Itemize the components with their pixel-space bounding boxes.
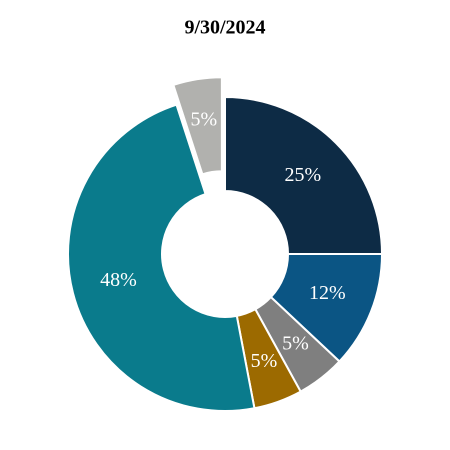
- data-label: 5%: [282, 332, 309, 354]
- donut-slice: [67, 103, 256, 412]
- donut-slice: [224, 95, 384, 255]
- donut-slice: [172, 76, 223, 176]
- data-label: 5%: [251, 350, 278, 372]
- chart-title: 9/30/2024: [184, 17, 265, 39]
- data-label: 12%: [309, 282, 346, 304]
- data-label: 5%: [191, 108, 218, 130]
- data-label: 48%: [100, 269, 137, 291]
- data-label: 25%: [284, 164, 321, 186]
